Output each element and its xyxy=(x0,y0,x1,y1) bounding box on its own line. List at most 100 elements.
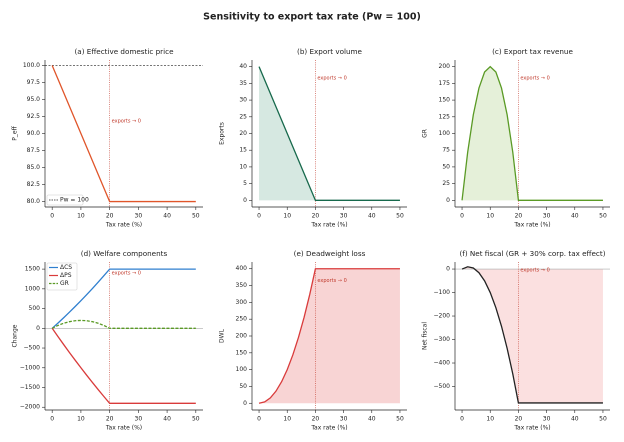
x-tick-label: 40 xyxy=(368,213,376,220)
x-tick-label: 10 xyxy=(486,416,494,423)
y-tick-label: 30 xyxy=(239,97,247,104)
legend-box xyxy=(46,194,84,206)
y-tick-label: 20 xyxy=(239,130,247,137)
y-tick-label: 90.0 xyxy=(27,130,41,137)
y-tick-label: 400 xyxy=(236,265,248,272)
y-tick-label: 50 xyxy=(239,383,247,390)
y-tick-label: 5 xyxy=(243,180,247,187)
x-tick-label: 0 xyxy=(257,213,261,220)
y-tick-label: 150 xyxy=(439,97,451,104)
panel-title: (b) Export volume xyxy=(297,47,362,56)
y-tick-label: −300 xyxy=(434,336,451,343)
y-tick-label: 150 xyxy=(236,349,248,356)
x-tick-label: 50 xyxy=(396,213,404,220)
x-tick-label: 30 xyxy=(543,416,551,423)
y-tick-label: −1500 xyxy=(20,384,40,391)
x-tick-label: 10 xyxy=(283,213,291,220)
y-axis-label: Net fiscal xyxy=(422,322,429,350)
legend-label: ΔPS xyxy=(60,272,72,279)
y-tick-label: 87.5 xyxy=(27,147,41,154)
area xyxy=(462,266,603,403)
x-tick-label: 10 xyxy=(486,213,494,220)
y-tick-label: 40 xyxy=(239,63,247,70)
y-tick-label: 75 xyxy=(442,147,450,154)
y-tick-label: 92.5 xyxy=(27,113,41,120)
y-tick-label: 1500 xyxy=(25,266,40,273)
y-tick-label: 97.5 xyxy=(27,79,41,86)
x-axis-label: Tax rate (%) xyxy=(513,222,550,229)
y-tick-label: 10 xyxy=(239,163,247,170)
panel-title: (d) Welfare components xyxy=(81,249,168,258)
x-axis-label: Tax rate (%) xyxy=(310,222,347,229)
y-tick-label: −200 xyxy=(434,313,451,320)
annotation: exports → 0 xyxy=(112,270,141,276)
line xyxy=(51,65,196,203)
x-tick-label: 20 xyxy=(106,213,114,220)
x-tick-label: 0 xyxy=(460,416,464,423)
y-axis-label: Exports xyxy=(219,122,226,145)
annotation: exports → 0 xyxy=(520,76,549,82)
x-axis-label: Tax rate (%) xyxy=(513,425,550,432)
figure-title: Sensitivity to export tax rate (Pw = 100… xyxy=(203,12,421,23)
panel-title: (a) Effective domestic price xyxy=(74,47,174,56)
x-axis-label: Tax rate (%) xyxy=(105,425,142,432)
line xyxy=(258,268,400,404)
x-tick-label: 40 xyxy=(368,416,376,423)
x-tick-label: 10 xyxy=(77,213,85,220)
x-tick-label: 20 xyxy=(106,416,114,423)
x-tick-label: 30 xyxy=(340,213,348,220)
line xyxy=(51,327,196,404)
y-tick-label: 25 xyxy=(442,180,450,187)
y-tick-label: 0 xyxy=(446,197,450,204)
x-tick-label: 20 xyxy=(515,416,523,423)
x-tick-label: 10 xyxy=(77,416,85,423)
panel-title: (e) Deadweight loss xyxy=(294,249,366,258)
y-axis-label: GR xyxy=(422,129,429,138)
x-tick-label: 30 xyxy=(135,213,143,220)
y-tick-label: 175 xyxy=(439,80,451,87)
line xyxy=(461,65,603,201)
y-tick-label: 100.0 xyxy=(23,62,40,69)
y-tick-label: 80.0 xyxy=(27,198,41,205)
x-tick-label: 50 xyxy=(192,416,200,423)
panel-title: (f) Net fiscal (GR + 30% corp. tax effec… xyxy=(459,249,605,258)
y-tick-label: 0 xyxy=(243,400,247,407)
y-tick-label: −400 xyxy=(434,360,451,367)
panel-title: (c) Export tax revenue xyxy=(492,47,573,56)
annotation: exports → 0 xyxy=(317,76,346,82)
y-axis-label: P_eff xyxy=(12,125,19,140)
y-tick-label: −1000 xyxy=(20,364,40,371)
annotation: exports → 0 xyxy=(520,267,549,273)
y-tick-label: 50 xyxy=(442,163,450,170)
y-axis-label: DWL xyxy=(219,328,226,343)
line xyxy=(461,266,603,404)
area xyxy=(462,66,603,201)
x-tick-label: 40 xyxy=(571,416,579,423)
y-tick-label: 0 xyxy=(36,325,40,332)
y-tick-label: 1000 xyxy=(25,285,40,292)
x-tick-label: 50 xyxy=(396,416,404,423)
annotation: exports → 0 xyxy=(317,278,346,284)
annotation: exports → 0 xyxy=(112,118,141,124)
x-tick-label: 0 xyxy=(50,213,54,220)
y-tick-label: 35 xyxy=(239,80,247,87)
x-tick-label: 20 xyxy=(515,213,523,220)
y-tick-label: 100 xyxy=(236,366,248,373)
legend-label: ΔCS xyxy=(60,264,72,271)
y-tick-label: 85.0 xyxy=(27,164,41,171)
y-tick-label: −2000 xyxy=(20,404,40,411)
x-tick-label: 50 xyxy=(192,213,200,220)
area xyxy=(259,66,400,201)
x-axis-label: Tax rate (%) xyxy=(310,425,347,432)
legend-label: Pw = 100 xyxy=(60,197,89,204)
x-tick-label: 50 xyxy=(599,213,607,220)
y-tick-label: −500 xyxy=(434,383,451,390)
x-tick-label: 40 xyxy=(163,416,171,423)
y-tick-label: 500 xyxy=(29,305,41,312)
x-tick-label: 0 xyxy=(257,416,261,423)
y-tick-label: −100 xyxy=(434,289,451,296)
x-axis-label: Tax rate (%) xyxy=(105,222,142,229)
line xyxy=(51,319,196,329)
y-tick-label: 300 xyxy=(236,299,248,306)
x-tick-label: 30 xyxy=(135,416,143,423)
